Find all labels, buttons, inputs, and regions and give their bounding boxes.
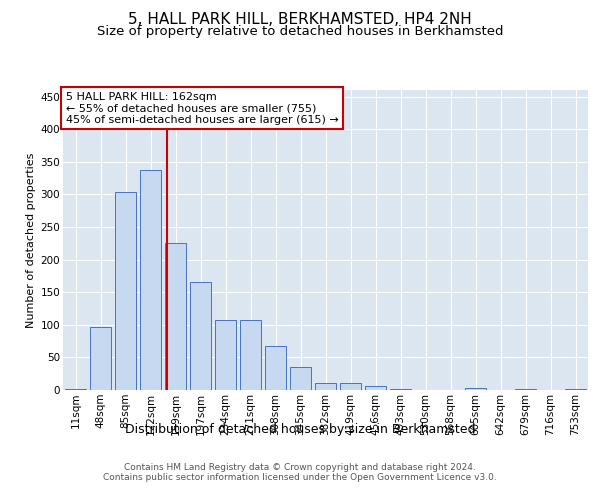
- Text: 5 HALL PARK HILL: 162sqm
← 55% of detached houses are smaller (755)
45% of semi-: 5 HALL PARK HILL: 162sqm ← 55% of detach…: [65, 92, 338, 124]
- Bar: [315, 383, 336, 390]
- Text: 5, HALL PARK HILL, BERKHAMSTED, HP4 2NH: 5, HALL PARK HILL, BERKHAMSTED, HP4 2NH: [128, 12, 472, 28]
- Bar: [240, 320, 261, 390]
- Bar: [140, 170, 161, 390]
- Text: Size of property relative to detached houses in Berkhamsted: Size of property relative to detached ho…: [97, 25, 503, 38]
- Bar: [215, 320, 236, 390]
- Y-axis label: Number of detached properties: Number of detached properties: [26, 152, 37, 328]
- Bar: [90, 326, 111, 390]
- Bar: [340, 383, 361, 390]
- Bar: [190, 282, 211, 390]
- Bar: [515, 388, 536, 390]
- Bar: [365, 386, 386, 390]
- Bar: [265, 346, 286, 390]
- Text: Contains HM Land Registry data © Crown copyright and database right 2024.
Contai: Contains HM Land Registry data © Crown c…: [103, 463, 497, 482]
- Text: Distribution of detached houses by size in Berkhamsted: Distribution of detached houses by size …: [125, 422, 475, 436]
- Bar: [290, 367, 311, 390]
- Bar: [465, 388, 486, 390]
- Bar: [115, 192, 136, 390]
- Bar: [165, 244, 186, 390]
